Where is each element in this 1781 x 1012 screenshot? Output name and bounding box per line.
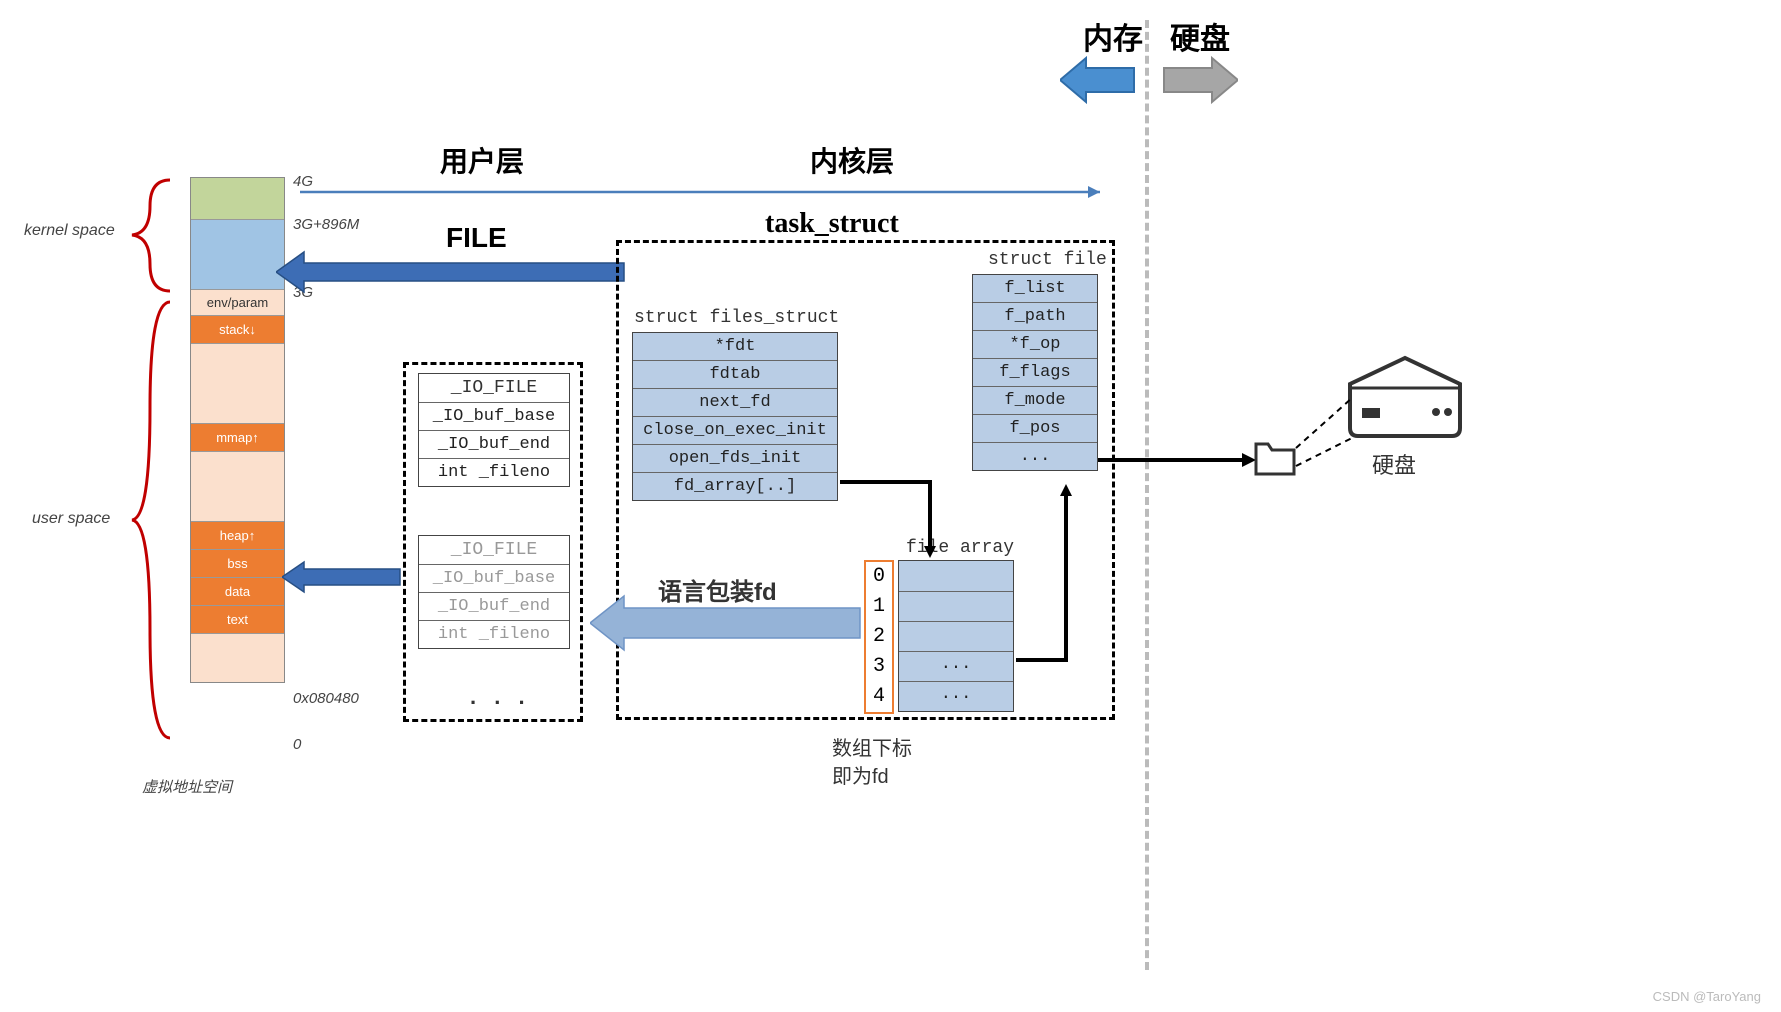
mem-cell: bss	[191, 550, 284, 578]
watermark: CSDN @TaroYang	[1653, 989, 1761, 1004]
mem-cell: heap↑	[191, 522, 284, 550]
struct-row: _IO_buf_end	[419, 592, 569, 620]
user-layer-label: 用户层	[440, 140, 524, 180]
struct-row: int _fileno	[419, 620, 569, 648]
wrap-fd-label: 语言包装fd	[658, 572, 777, 607]
struct-row	[899, 621, 1013, 651]
mem-cell	[191, 344, 284, 424]
struct-row: next_fd	[633, 388, 837, 416]
files-struct-table: *fdtfdtabnext_fdclose_on_exec_initopen_f…	[632, 332, 838, 501]
vaddr-label: 虚拟地址空间	[142, 776, 232, 797]
mem-cell: mmap↑	[191, 424, 284, 452]
fd-index-cell: 1	[866, 592, 892, 622]
is-fd-label: 即为fd	[832, 760, 889, 789]
mem-cell	[191, 452, 284, 522]
fd-index-cell: 3	[866, 652, 892, 682]
files-struct-header: struct files_struct	[634, 308, 839, 328]
mem-label-0: 0	[293, 736, 301, 753]
fd-index-cell: 2	[866, 622, 892, 652]
layer-axis-arrow	[300, 182, 1110, 202]
mem-cell: stack↓	[191, 316, 284, 344]
array-index-label: 数组下标	[832, 732, 912, 761]
folder-disk-lines	[1292, 394, 1362, 474]
memory-stack: env/paramstack↓ mmap↑ heap↑bssdatatext	[190, 177, 285, 683]
kernel-space-label: kernel space	[24, 222, 115, 240]
struct-row: fd_array[..]	[633, 472, 837, 500]
mem-cell	[191, 220, 284, 290]
struct-row: _IO_buf_base	[419, 564, 569, 592]
disk-arrow-icon	[1162, 54, 1238, 106]
mem-cell: env/param	[191, 290, 284, 316]
fdarray-to-filearray-arrow	[838, 480, 948, 580]
struct-file-header: struct file	[988, 250, 1107, 270]
file-array-indices: 01234	[864, 560, 894, 714]
struct-row: open_fds_init	[633, 444, 837, 472]
struct-row: close_on_exec_init	[633, 416, 837, 444]
struct-row: f_list	[973, 275, 1097, 302]
structfile-to-disk-arrow	[1098, 450, 1258, 470]
io-file-1-header: _IO_FILE	[419, 374, 569, 402]
io-file-2-header: _IO_FILE	[419, 536, 569, 564]
struct-row: f_mode	[973, 386, 1097, 414]
user-space-label: user space	[32, 510, 110, 528]
struct-row: int _fileno	[419, 458, 569, 486]
struct-row: f_pos	[973, 414, 1097, 442]
file-array-table: ......	[898, 560, 1014, 712]
io-file-struct-1: _IO_FILE _IO_buf_base_IO_buf_endint _fil…	[418, 373, 570, 487]
struct-row: ...	[899, 651, 1013, 681]
mem-cell	[191, 178, 284, 220]
mem-label-4g: 4G	[293, 173, 313, 190]
disk-label-2: 硬盘	[1372, 448, 1416, 480]
struct-file-table: f_listf_path*f_opf_flagsf_modef_pos...	[972, 274, 1098, 471]
struct-row: _IO_buf_base	[419, 402, 569, 430]
struct-row: ...	[973, 442, 1097, 470]
io-file-struct-2: _IO_FILE _IO_buf_base_IO_buf_endint _fil…	[418, 535, 570, 649]
heap-arrow-icon	[282, 560, 402, 594]
task-struct-label: task_struct	[765, 208, 899, 240]
mem-label-addr: 0x080480	[293, 690, 359, 707]
struct-row: *fdt	[633, 333, 837, 360]
mem-cell: text	[191, 606, 284, 634]
filearray-to-structfile-arrow	[1014, 480, 1084, 670]
memory-title: 内存	[1083, 14, 1143, 58]
memory-disk-divider	[1145, 20, 1149, 970]
mem-label-3g896: 3G+896M	[293, 216, 359, 233]
file-arrow-icon	[276, 250, 626, 294]
kernel-brace-icon	[120, 178, 180, 293]
struct-row: f_path	[973, 302, 1097, 330]
struct-row: _IO_buf_end	[419, 430, 569, 458]
file-label: FILE	[446, 222, 507, 254]
io-file-ellipsis: . . .	[470, 684, 531, 710]
fd-index-cell: 4	[866, 682, 892, 712]
struct-row	[899, 591, 1013, 621]
struct-row: *f_op	[973, 330, 1097, 358]
struct-row: fdtab	[633, 360, 837, 388]
kernel-layer-label: 内核层	[810, 140, 894, 180]
struct-row: ...	[899, 681, 1013, 711]
disk-title: 硬盘	[1170, 14, 1230, 58]
memory-arrow-icon	[1060, 54, 1136, 106]
mem-cell	[191, 634, 284, 682]
user-brace-icon	[120, 300, 180, 740]
struct-row: f_flags	[973, 358, 1097, 386]
mem-cell: data	[191, 578, 284, 606]
